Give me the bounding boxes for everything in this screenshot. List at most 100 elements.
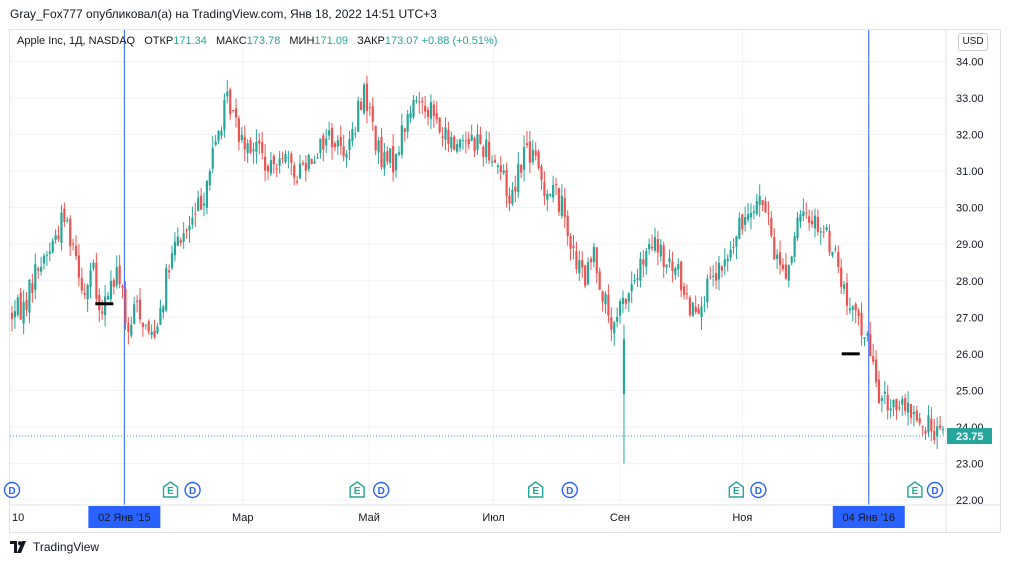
x-tick-label: Мар bbox=[232, 512, 254, 524]
brand-name: TradingView bbox=[33, 540, 100, 554]
candle-body bbox=[214, 141, 217, 145]
grid bbox=[10, 30, 946, 505]
candle-body bbox=[354, 133, 357, 135]
candle-body bbox=[639, 258, 642, 281]
candle-body bbox=[63, 208, 66, 223]
dividend-badge-icon bbox=[3, 481, 21, 499]
candle-body bbox=[688, 297, 691, 316]
x-tick-label-highlight: 04 Янв '16 bbox=[842, 512, 895, 524]
dividend-badge-icon bbox=[750, 481, 767, 499]
candle-body bbox=[109, 280, 113, 300]
candle-body bbox=[328, 130, 331, 136]
candle-body bbox=[552, 184, 555, 198]
candle-body bbox=[470, 134, 473, 141]
candle-body bbox=[319, 138, 322, 153]
price-axis[interactable]: 34.00 33.00 32.00 31.00 30.00 29.00 28.00 27.00… bbox=[956, 57, 984, 508]
candle-body bbox=[845, 282, 849, 306]
candle-body bbox=[368, 107, 371, 109]
candle-body bbox=[133, 304, 136, 324]
candle-body bbox=[144, 324, 147, 326]
candle-body bbox=[624, 298, 627, 304]
candle-body bbox=[397, 152, 401, 155]
candle-body bbox=[194, 213, 197, 215]
candle-body bbox=[869, 334, 872, 357]
candle-body bbox=[394, 154, 398, 171]
candle-body bbox=[805, 212, 808, 214]
candle-body bbox=[618, 301, 622, 316]
candle-body bbox=[34, 264, 37, 290]
candle-body bbox=[293, 165, 296, 178]
candle-body bbox=[744, 217, 747, 226]
candle-body bbox=[895, 398, 898, 411]
candle-body bbox=[39, 266, 43, 272]
candle-body bbox=[432, 104, 435, 117]
candles bbox=[10, 75, 945, 464]
candle-body bbox=[848, 308, 851, 311]
candle-body bbox=[444, 127, 447, 140]
candle-body bbox=[365, 83, 369, 111]
candle-body bbox=[898, 407, 901, 409]
candle-body bbox=[825, 226, 828, 231]
candle-body bbox=[802, 211, 805, 217]
candle-body bbox=[837, 252, 840, 267]
candle-body bbox=[514, 186, 517, 192]
candle-body bbox=[28, 279, 31, 313]
footer-brand[interactable]: TradingView bbox=[10, 540, 99, 554]
candle-body bbox=[383, 152, 386, 169]
candle-body bbox=[537, 151, 540, 168]
candle-body bbox=[316, 157, 319, 159]
candle-body bbox=[345, 153, 348, 158]
candle-body bbox=[121, 285, 124, 288]
candle-body bbox=[738, 218, 741, 239]
candle-body bbox=[284, 153, 287, 163]
candle-body bbox=[165, 267, 168, 311]
candle-body bbox=[342, 146, 345, 157]
candle-body bbox=[234, 107, 238, 118]
candle-body bbox=[880, 398, 884, 401]
candle-body bbox=[892, 399, 895, 408]
candle-body bbox=[418, 101, 421, 103]
currency-button[interactable]: USD bbox=[958, 33, 988, 51]
candle-body bbox=[69, 218, 72, 247]
candle-body bbox=[543, 181, 546, 197]
candle-body bbox=[776, 254, 779, 259]
candle-body bbox=[415, 99, 418, 102]
candle-body bbox=[930, 418, 933, 432]
open-value: 171.34 bbox=[173, 35, 207, 47]
candle-body bbox=[793, 235, 796, 257]
candle-body bbox=[860, 312, 863, 336]
candle-body bbox=[770, 217, 773, 236]
candle-body bbox=[296, 181, 299, 183]
candle-body bbox=[633, 279, 636, 282]
time-axis[interactable]: 10 02 Янв '15 Мар Май Июл Сен Ноя 04 Янв '16 bbox=[12, 506, 905, 528]
candle-body bbox=[386, 151, 389, 162]
chart-frame[interactable] bbox=[9, 29, 1001, 533]
candle-body bbox=[229, 89, 232, 115]
candle-body bbox=[249, 139, 252, 153]
candle-body bbox=[374, 125, 377, 151]
candle-body bbox=[31, 283, 34, 294]
x-tick-label-highlight: 02 Янв '15 bbox=[98, 512, 151, 524]
candle-body bbox=[412, 100, 415, 118]
candle-body bbox=[458, 139, 462, 148]
candle-body bbox=[703, 304, 706, 306]
y-tick-label: 31.00 bbox=[956, 166, 984, 178]
candle-body bbox=[57, 235, 60, 240]
candle-body bbox=[808, 216, 811, 223]
candle-body bbox=[941, 429, 945, 431]
candle-body bbox=[237, 118, 241, 142]
x-axis-highlight-box bbox=[88, 506, 161, 528]
candle-body bbox=[906, 402, 910, 413]
candle-body bbox=[48, 251, 51, 254]
candle-body bbox=[127, 322, 130, 332]
candle-body bbox=[217, 131, 220, 141]
candle-body bbox=[767, 213, 770, 215]
candle-body bbox=[138, 299, 142, 320]
last-price-text: 23.75 bbox=[956, 431, 984, 443]
candle-body bbox=[272, 155, 275, 165]
candle-body bbox=[857, 310, 860, 317]
candle-body bbox=[275, 168, 278, 170]
candle-body bbox=[450, 137, 453, 149]
